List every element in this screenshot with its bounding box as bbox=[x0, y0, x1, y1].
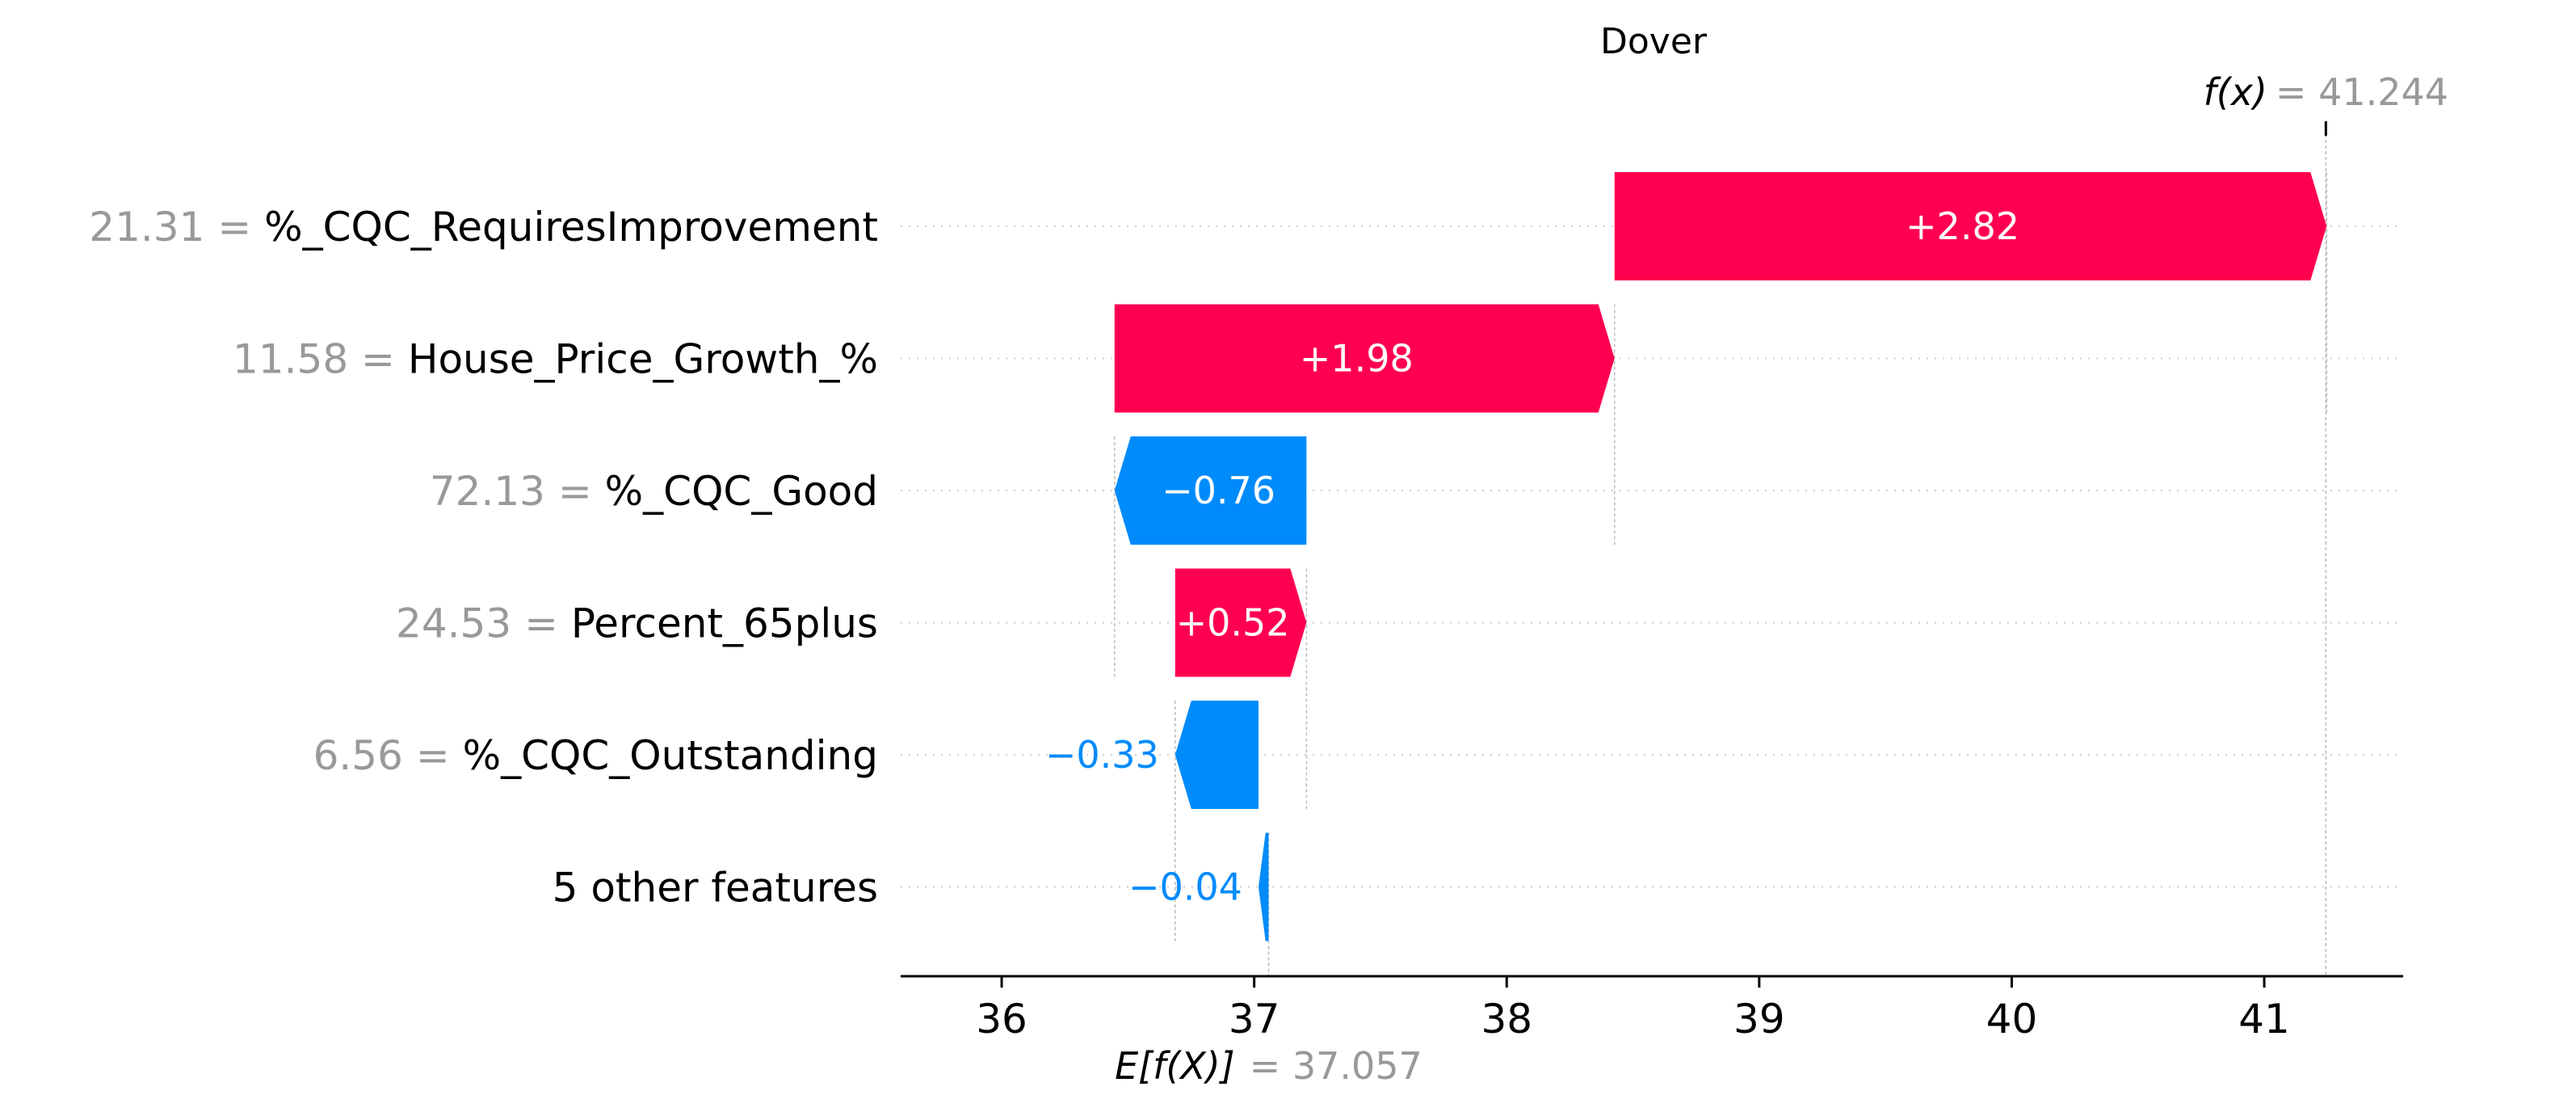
bar-positive bbox=[1614, 172, 2327, 280]
feature-name: Percent_65plus bbox=[571, 600, 878, 647]
output-label-math: f(x) bbox=[2204, 70, 2267, 114]
bar-positive bbox=[1114, 304, 1615, 413]
bars bbox=[1114, 172, 2327, 941]
bar-value-label: +2.82 bbox=[1906, 204, 2019, 248]
feature-name: %_CQC_RequiresImprovement bbox=[264, 204, 878, 251]
feature-value: 24.53 bbox=[396, 600, 511, 647]
bar-value-label: +1.98 bbox=[1300, 337, 1414, 381]
x-tick-label: 37 bbox=[1229, 996, 1280, 1042]
bar-labels: +2.82 +1.98 −0.76 +0.52 −0.33 −0.04 bbox=[1045, 204, 2019, 909]
feature-labels: 21.31 = %_CQC_RequiresImprovement 11.58 =… bbox=[89, 204, 878, 912]
equals-sign: = bbox=[348, 336, 408, 383]
equals-sign: = bbox=[403, 732, 463, 779]
feature-name: 5 other features bbox=[553, 865, 878, 912]
bar-value-label: −0.76 bbox=[1162, 469, 1275, 512]
x-tick-label: 39 bbox=[1733, 996, 1785, 1042]
feature-name: House_Price_Growth_% bbox=[408, 336, 878, 383]
bar-negative bbox=[1114, 436, 1307, 545]
bar-negative bbox=[1258, 832, 1269, 941]
bar-value-label: +0.52 bbox=[1176, 601, 1290, 645]
equals-sign: = bbox=[545, 468, 605, 515]
feature-label: 21.31 = %_CQC_RequiresImprovement bbox=[89, 204, 878, 251]
feature-value: 21.31 bbox=[89, 204, 204, 251]
feature-label: 5 other features bbox=[553, 865, 878, 912]
x-axis: 36 37 38 39 40 41 bbox=[901, 975, 2403, 1042]
output-label-value: = 41.244 bbox=[2276, 70, 2448, 114]
output-value-annotation: f(x) = 41.244 bbox=[2204, 70, 2448, 114]
feature-label: 6.56 = %_CQC_Outstanding bbox=[313, 732, 878, 779]
feature-value: 6.56 bbox=[313, 732, 403, 779]
bar-negative bbox=[1175, 701, 1259, 809]
feature-value: 72.13 bbox=[430, 468, 545, 515]
chart-title: Dover bbox=[1600, 21, 1708, 62]
feature-label: 11.58 = House_Price_Growth_% bbox=[233, 336, 878, 383]
equals-sign: = bbox=[511, 600, 571, 647]
feature-name: %_CQC_Outstanding bbox=[463, 732, 878, 779]
feature-value: 11.58 bbox=[233, 336, 348, 383]
feature-label: 72.13 = %_CQC_Good bbox=[430, 468, 878, 515]
x-tick-label: 36 bbox=[976, 996, 1027, 1042]
base-value-annotation: E[f(X)] = 37.057 bbox=[1115, 1044, 1422, 1088]
x-tick-label: 41 bbox=[2238, 996, 2290, 1042]
bar-value-label: −0.04 bbox=[1128, 866, 1242, 909]
x-tick-label: 38 bbox=[1481, 996, 1532, 1042]
annotations: f(x) = 41.244 E[f(X)] = 37.057 bbox=[1115, 70, 2448, 1088]
equals-sign: = bbox=[204, 204, 264, 251]
feature-label: 24.53 = Percent_65plus bbox=[396, 600, 878, 647]
bar-positive bbox=[1175, 568, 1307, 677]
base-label-value: = 37.057 bbox=[1250, 1044, 1422, 1088]
x-tick-label: 40 bbox=[1986, 996, 2038, 1042]
base-label-math: E[f(X)] bbox=[1115, 1044, 1235, 1088]
bar-value-label: −0.33 bbox=[1045, 733, 1159, 777]
feature-name: %_CQC_Good bbox=[605, 468, 878, 515]
